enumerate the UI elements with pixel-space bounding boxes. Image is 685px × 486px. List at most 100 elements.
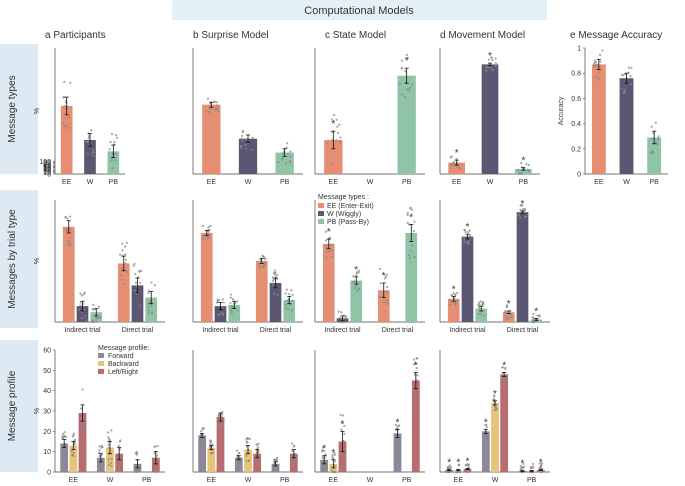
data-point	[482, 303, 485, 306]
data-point	[357, 271, 360, 274]
data-point	[538, 315, 541, 318]
legend-types-title: Message types :	[318, 194, 369, 201]
data-point	[454, 293, 457, 296]
data-point	[98, 315, 102, 318]
data-point	[236, 309, 239, 313]
data-point	[386, 302, 389, 306]
data-point	[202, 427, 205, 430]
y-tick-label: 0.8	[571, 71, 581, 78]
data-point	[108, 438, 111, 441]
data-point	[220, 415, 223, 418]
data-point	[505, 306, 509, 309]
data-point	[487, 58, 490, 61]
data-point	[597, 78, 600, 81]
data-point	[201, 224, 205, 228]
data-point	[282, 150, 285, 154]
significance-star: *	[341, 419, 345, 430]
data-point	[94, 316, 98, 319]
data-point	[286, 142, 289, 145]
data-point	[116, 461, 119, 464]
computational-models-label: Computational Models	[304, 5, 414, 17]
bar-w	[481, 64, 499, 174]
significance-star: *	[382, 271, 386, 282]
data-point	[230, 310, 233, 313]
legend-message-profile: Message profile: Forward Backward Left/R…	[98, 345, 149, 376]
data-point	[324, 230, 327, 233]
row-label-messages-by-trial: Messages by trial type	[7, 209, 18, 309]
x-tick-label: Indirect trial	[324, 327, 361, 334]
significance-star: *	[488, 51, 492, 62]
data-point	[83, 314, 86, 317]
data-point	[406, 212, 409, 215]
data-point	[357, 282, 360, 285]
bar-w	[619, 78, 634, 174]
significance-star: *	[521, 459, 525, 470]
data-point	[276, 459, 279, 462]
bar-pb	[515, 168, 532, 174]
bar-w	[76, 306, 89, 322]
data-point	[331, 456, 334, 459]
data-point	[284, 292, 287, 295]
data-point	[285, 162, 288, 165]
data-point	[214, 107, 218, 110]
bar-ee	[202, 104, 221, 174]
legend-message-types: Message types : EE (Enter-Exit) W (Wiggl…	[318, 194, 374, 226]
row-band-message-profile	[0, 340, 38, 472]
data-point	[208, 439, 212, 442]
data-point	[135, 464, 138, 468]
x-tick-label: Direct trial	[260, 327, 292, 334]
data-point	[277, 160, 280, 164]
data-point	[99, 468, 102, 471]
data-point	[449, 163, 452, 166]
significance-star: *	[414, 360, 418, 371]
data-point	[494, 61, 497, 65]
data-point	[292, 463, 296, 467]
data-point	[341, 456, 345, 459]
significance-star: *	[521, 199, 525, 210]
data-point	[256, 446, 260, 449]
data-point	[216, 107, 219, 110]
y-tick-label: 0.6	[571, 96, 581, 103]
data-point	[121, 249, 124, 252]
chart-a2: % Indirect trial Direct trial	[34, 200, 165, 334]
data-point	[489, 66, 493, 69]
data-point	[248, 437, 251, 441]
x-tick-label: W	[87, 179, 94, 186]
bar-left-right	[216, 417, 225, 472]
data-point	[79, 292, 82, 295]
y-tick-label: 40	[43, 166, 51, 173]
y-tick-label: 0	[47, 470, 51, 477]
data-point	[593, 59, 596, 62]
data-point	[530, 466, 533, 470]
data-point	[110, 159, 113, 162]
data-point	[236, 300, 239, 303]
data-point	[355, 274, 358, 277]
data-point	[290, 309, 293, 312]
data-point	[147, 302, 150, 305]
x-tick-label: W	[245, 179, 252, 186]
data-point	[221, 313, 225, 316]
data-point	[247, 459, 251, 462]
data-point	[255, 443, 258, 446]
data-point	[531, 316, 534, 319]
data-point	[117, 444, 121, 448]
data-point	[353, 280, 356, 283]
data-point	[245, 440, 248, 443]
data-point	[621, 74, 625, 77]
data-point	[208, 233, 211, 236]
data-point	[358, 269, 361, 272]
significance-star: *	[493, 389, 497, 400]
data-point	[138, 304, 141, 307]
data-point	[213, 100, 216, 103]
y-tick-label: 0.4	[571, 121, 581, 128]
data-point	[601, 49, 604, 52]
data-point	[258, 262, 261, 266]
data-point	[222, 306, 225, 309]
data-point	[82, 293, 86, 296]
data-point	[155, 469, 158, 472]
data-point	[92, 154, 95, 157]
data-point	[479, 300, 483, 303]
significance-star: *	[521, 156, 525, 167]
data-point	[259, 266, 262, 270]
x-tick-label: PB	[402, 179, 412, 186]
